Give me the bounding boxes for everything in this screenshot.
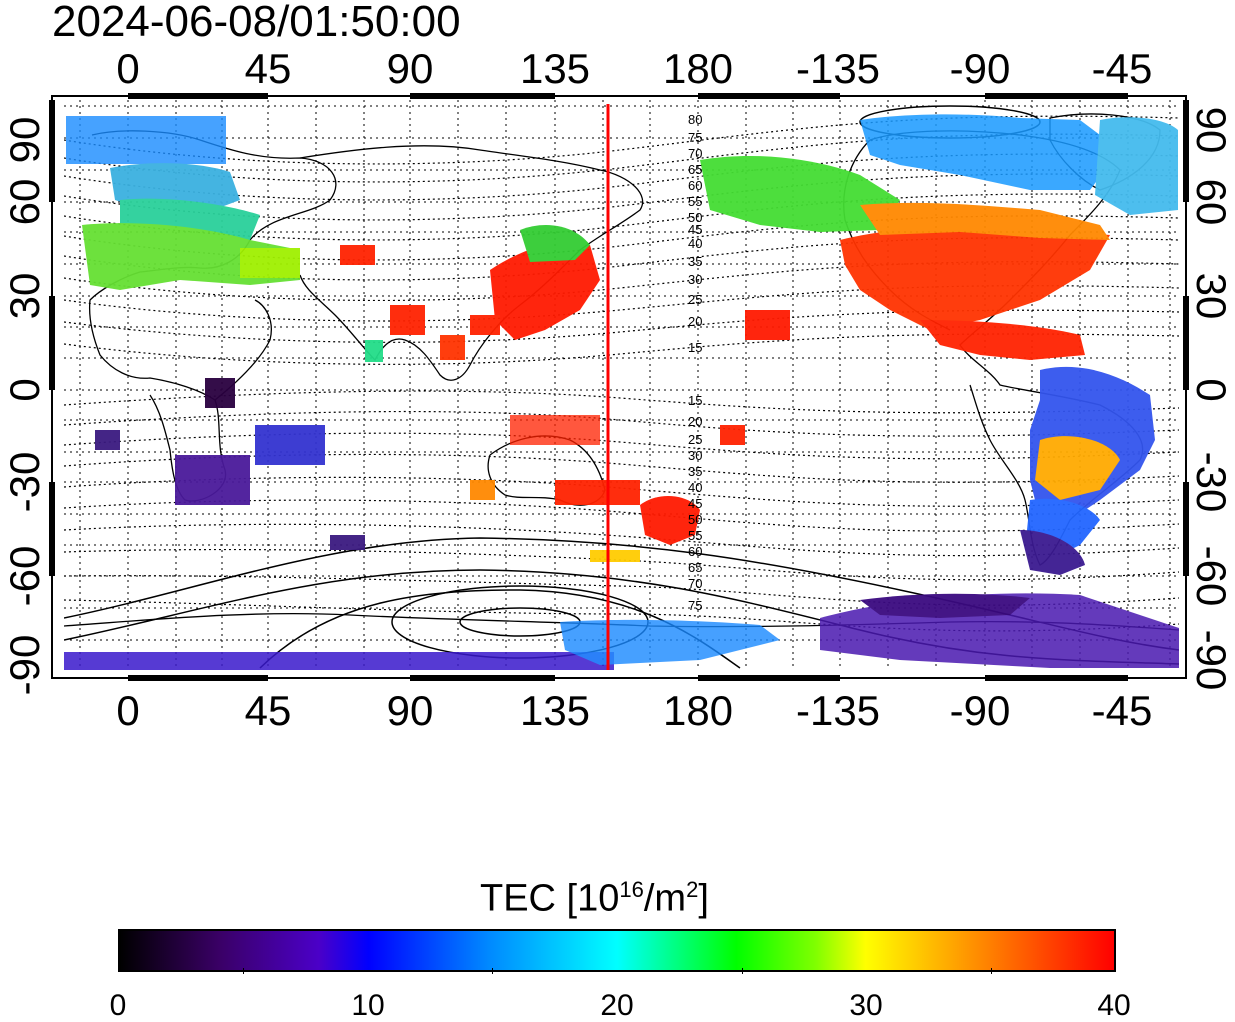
colorbar-title: TEC [1016/m2]: [480, 877, 709, 920]
left-tick-label: 30: [1, 272, 48, 320]
contour-label: 80: [688, 112, 702, 127]
bottom-tick-label: 45: [244, 687, 292, 734]
colorbar: [118, 929, 1116, 972]
top-tick-label: 90: [386, 45, 434, 92]
contour-label: 60: [688, 178, 702, 193]
bottom-tick-label: -135: [795, 687, 881, 734]
left-tick-label: 0: [1, 378, 48, 402]
top-tick-label: 45: [244, 45, 292, 92]
left-tick-label: -60: [1, 545, 48, 607]
contour-label: 75: [688, 598, 702, 613]
bottom-tick-label: -90: [949, 687, 1011, 734]
right-tick-label: 60: [1188, 178, 1235, 226]
contour-label: 55: [688, 528, 702, 543]
bottom-tick-label: 90: [386, 687, 434, 734]
contour-label: 25: [688, 432, 702, 447]
top-tick-label: 0: [116, 45, 140, 92]
top-tick-label: 135: [519, 45, 591, 92]
top-tick-label: 180: [662, 45, 734, 92]
contour-label: 45: [688, 496, 702, 511]
axis-bars: [49, 93, 1189, 681]
right-tick-label: -60: [1188, 545, 1235, 607]
contour-label: 45: [688, 222, 702, 237]
right-tick-label: -30: [1188, 451, 1235, 513]
contour-label: 25: [688, 292, 702, 307]
tec-data: [64, 114, 1179, 670]
contour-label: 40: [688, 236, 702, 251]
map-frame: [51, 95, 1187, 679]
colorbar-tick-label: 10: [351, 989, 385, 1022]
top-tick-label: -135: [795, 45, 881, 92]
top-tick-label: -45: [1091, 45, 1153, 92]
contour-label: 35: [688, 254, 702, 269]
contour-label: 50: [688, 210, 702, 225]
colorbar-tick-label: 0: [109, 989, 127, 1022]
colorbar-minor-tick: [742, 968, 743, 974]
contour-label: 65: [688, 162, 702, 177]
right-tick-label: 30: [1188, 272, 1235, 320]
colorbar-minor-tick: [492, 968, 493, 974]
contour-label: 15: [688, 340, 702, 355]
contour-label: 75: [688, 130, 702, 145]
colorbar-tick-label: 20: [600, 989, 634, 1022]
left-tick-label: 60: [1, 178, 48, 226]
contour-label: 30: [688, 272, 702, 287]
colorbar-minor-tick: [243, 968, 244, 974]
bottom-tick-label: -45: [1091, 687, 1153, 734]
contour-label: 65: [688, 560, 702, 575]
contour-label: 20: [688, 314, 702, 329]
lat-lon-grid: [64, 100, 1179, 670]
contour-label: 30: [688, 448, 702, 463]
contour-label: 40: [688, 480, 702, 495]
right-tick-label: -90: [1188, 629, 1235, 691]
left-tick-label: 90: [1, 116, 48, 164]
contour-label: 60: [688, 544, 702, 559]
contour-label: 70: [688, 146, 702, 161]
contour-label: 55: [688, 194, 702, 209]
contour-label: 20: [688, 414, 702, 429]
right-tick-label: 90: [1188, 106, 1235, 154]
bottom-tick-label: 135: [519, 687, 591, 734]
contour-label: 70: [688, 576, 702, 591]
contour-label: 50: [688, 512, 702, 527]
map-title: 2024-06-08/01:50:00: [52, 0, 461, 46]
bottom-tick-label: 0: [116, 687, 140, 734]
left-tick-label: -30: [1, 451, 48, 513]
bottom-tick-label: 180: [662, 687, 734, 734]
left-tick-label: -90: [1, 634, 48, 696]
contour-label-group: 80 75 70 65 60 55 50 45 40 35 30 25 20 1…: [688, 112, 702, 613]
colorbar-tick-label: 30: [849, 989, 883, 1022]
contour-label: 35: [688, 464, 702, 479]
contour-label: 15: [688, 393, 702, 408]
colorbar-minor-tick: [991, 968, 992, 974]
colorbar-tick-label: 40: [1097, 989, 1131, 1022]
right-tick-label: 0: [1188, 378, 1235, 402]
top-tick-label: -90: [949, 45, 1011, 92]
